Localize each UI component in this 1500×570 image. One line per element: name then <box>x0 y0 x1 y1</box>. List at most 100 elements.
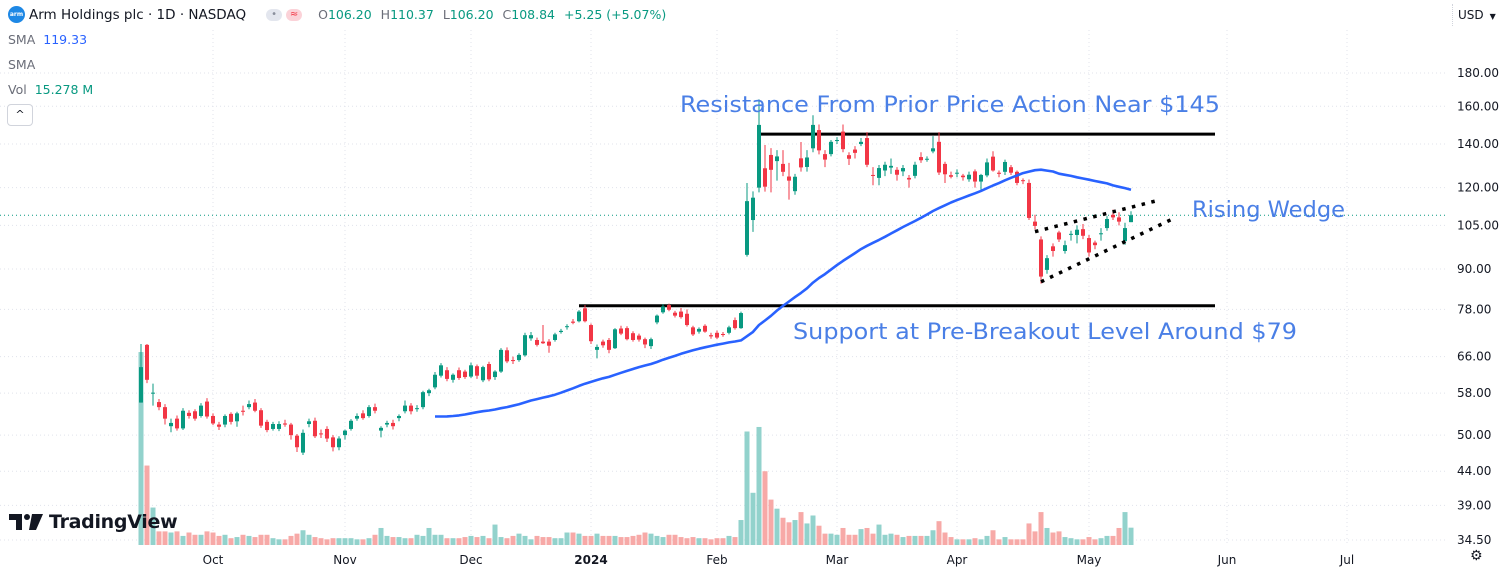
indicator-sma-1[interactable]: SMA 119.33 <box>8 32 87 47</box>
wave-icon[interactable]: ≈ <box>286 8 303 21</box>
candle <box>193 409 197 421</box>
volume-bar <box>912 535 918 545</box>
candle-body <box>301 432 305 453</box>
candle <box>1045 255 1049 274</box>
candle-body <box>967 174 971 180</box>
volume-bar <box>600 535 606 545</box>
volume-bar <box>408 538 414 545</box>
currency-selector[interactable]: USD ▼ <box>1452 4 1498 26</box>
volume-bar <box>156 531 162 545</box>
candle-body <box>733 320 737 329</box>
volume-bar <box>480 535 486 545</box>
candle <box>919 152 923 163</box>
candle-body <box>751 197 755 221</box>
volume-bar <box>1116 527 1122 545</box>
volume-bar <box>144 465 150 545</box>
eye-toggle-icon[interactable]: • <box>266 8 283 21</box>
candle-body <box>481 367 485 381</box>
candle <box>307 418 311 428</box>
candle <box>865 132 869 168</box>
candle <box>421 390 425 410</box>
time-tick-label: May <box>1077 553 1102 567</box>
volume-bar <box>354 539 360 545</box>
candle-body <box>625 328 629 340</box>
symbol-title[interactable]: Arm Holdings plc · 1D · NASDAQ <box>29 6 247 23</box>
high-label: H <box>380 7 391 22</box>
candle-body <box>643 339 647 345</box>
candle-body <box>1081 229 1085 236</box>
candle <box>157 399 161 411</box>
candle <box>685 309 689 327</box>
candle-body <box>511 360 515 362</box>
candle-body <box>787 176 791 181</box>
volume-bar <box>858 529 864 545</box>
candle-body <box>895 169 899 175</box>
indicator-sma-2[interactable]: SMA <box>8 57 43 72</box>
volume-bar <box>768 499 774 545</box>
time-axis[interactable]: Oct Nov Dec 2024 Feb Mar Apr May Jun Jul <box>203 553 1355 567</box>
volume-bar <box>360 539 366 545</box>
time-tick-label: Feb <box>706 553 727 567</box>
candle <box>163 404 167 425</box>
candle-body <box>1033 221 1037 226</box>
volume-bar <box>750 492 756 545</box>
volume-bar <box>246 535 252 545</box>
candle <box>949 171 953 179</box>
candle <box>511 356 515 364</box>
candle <box>733 317 737 330</box>
collapse-indicators-button[interactable]: ^ <box>7 104 33 126</box>
candle <box>181 408 185 431</box>
candle-body <box>1069 233 1073 235</box>
candle-body <box>991 156 995 171</box>
candle <box>745 182 749 257</box>
time-tick-label: 2024 <box>574 553 607 567</box>
volume-bar <box>612 535 618 545</box>
candle <box>805 150 809 172</box>
candle <box>829 140 833 157</box>
candle <box>643 337 647 349</box>
candle <box>757 99 761 193</box>
candle-body <box>637 335 641 340</box>
candle-body <box>973 171 977 182</box>
volume-bar <box>780 517 786 545</box>
candle <box>835 137 839 145</box>
candle <box>871 167 875 186</box>
candle-body <box>847 155 851 159</box>
candle <box>355 413 359 421</box>
candle-body <box>559 330 563 333</box>
candle-body <box>1051 246 1055 251</box>
volume-bar <box>762 471 768 545</box>
close-label: C <box>502 7 512 22</box>
candle-body <box>565 326 569 328</box>
candle <box>727 325 731 335</box>
candle-body <box>853 149 857 153</box>
volume-bar <box>294 533 300 545</box>
settings-icon[interactable]: ⚙ <box>1470 548 1483 564</box>
volume-bar <box>924 535 930 545</box>
volume-bar <box>876 524 882 545</box>
indicator-volume[interactable]: Vol 15.278 M <box>8 82 93 97</box>
volume-bar <box>648 533 654 545</box>
volume-bar <box>726 535 732 545</box>
candle-body <box>925 158 929 160</box>
candle <box>607 337 611 354</box>
tradingview-mark-icon <box>9 514 43 530</box>
candle <box>481 365 485 383</box>
volume-bar <box>732 537 738 545</box>
candle-body <box>811 124 815 149</box>
candle <box>589 323 593 345</box>
candle-body <box>307 421 311 425</box>
candle <box>1093 240 1097 250</box>
candle <box>445 367 449 382</box>
price-tick-label: 34.50 <box>1457 533 1491 547</box>
volume-bar <box>288 535 294 545</box>
candle-body <box>379 427 383 431</box>
price-axis[interactable]: 180.00 160.00 140.00 120.00 105.00 90.00 78.00… <box>1457 66 1499 547</box>
volume-bar <box>162 531 168 545</box>
candle <box>997 170 1001 178</box>
candle-body <box>163 407 167 419</box>
volume-bar <box>654 535 660 545</box>
volume-bar <box>216 535 222 545</box>
volume-bar <box>624 537 630 545</box>
